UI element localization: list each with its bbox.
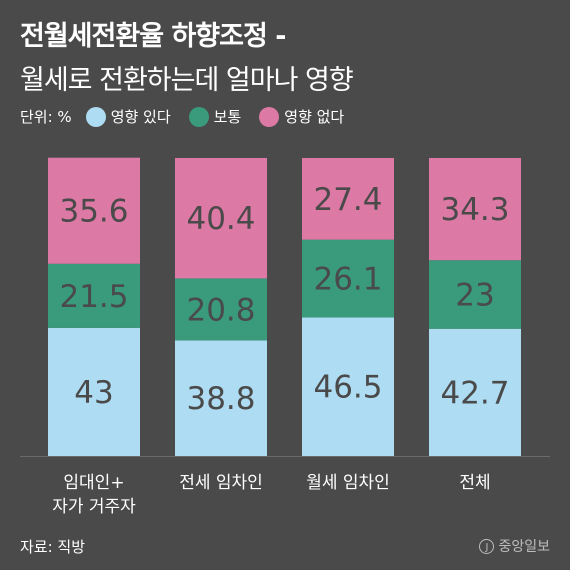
data-label-affected-1: 43 — [74, 375, 113, 411]
bar-segment-affected-1 — [48, 327, 140, 456]
publisher-logo: J 중앙일보 — [479, 536, 550, 556]
chart-title: 전월세전환율 하향조정 - — [20, 21, 286, 52]
chart-subtitle: 월세로 전환하는데 얼마나 영향 — [20, 65, 354, 96]
legend-item-neutral: 보통 — [188, 106, 242, 127]
bar-segment-neutral-1 — [48, 263, 140, 328]
legend-label-neutral: 보통 — [213, 108, 242, 126]
category-label-4: 전체 — [459, 473, 490, 493]
data-label-neutral-3: 26.1 — [313, 262, 382, 298]
legend: 단위: % 영향 있다 보통 영향 없다 — [20, 106, 362, 127]
data-label-neutral-4: 23 — [455, 277, 494, 313]
legend-swatch-affected — [85, 106, 106, 127]
bar-segment-neutral-2 — [175, 278, 267, 341]
bar-segment-not-affected-1 — [48, 157, 140, 264]
data-label-not-affected-4: 34.3 — [440, 192, 509, 228]
bar-segment-neutral-4 — [429, 260, 521, 329]
unit-label: 단위: % — [20, 108, 72, 126]
source-note: 자료: 직방 — [20, 538, 86, 556]
legend-swatch-not-affected — [259, 106, 280, 127]
logo-text: 중앙일보 — [498, 539, 550, 555]
bar-segment-not-affected-2 — [175, 158, 267, 279]
data-label-not-affected-3: 27.4 — [313, 182, 382, 218]
data-label-not-affected-1: 35.6 — [59, 194, 128, 230]
data-label-affected-2: 38.8 — [186, 381, 255, 417]
data-label-neutral-2: 20.8 — [186, 292, 255, 328]
legend-swatch-neutral — [188, 106, 209, 127]
legend-item-affected: 영향 있다 — [85, 106, 171, 127]
category-label-1: 임대인+ 자가 거주자 — [52, 473, 136, 517]
logo-mark-icon: J — [479, 538, 495, 554]
data-label-affected-3: 46.5 — [313, 370, 382, 406]
legend-label-affected: 영향 있다 — [110, 108, 171, 126]
bar-segment-not-affected-4 — [429, 158, 521, 261]
bar-segment-affected-2 — [175, 340, 267, 456]
bar-segment-not-affected-3 — [302, 158, 394, 240]
legend-item-not-affected: 영향 없다 — [259, 106, 344, 127]
data-label-affected-4: 42.7 — [440, 375, 509, 411]
data-label-not-affected-2: 40.4 — [186, 201, 255, 237]
bar-segment-affected-3 — [302, 317, 394, 456]
category-label-3: 월세 임차인 — [306, 473, 390, 493]
legend-label-not-affected: 영향 없다 — [284, 108, 345, 126]
bar-segment-affected-4 — [429, 328, 521, 456]
category-label-2: 전세 임차인 — [179, 473, 263, 493]
bar-segment-neutral-3 — [302, 239, 394, 318]
data-label-neutral-1: 21.5 — [59, 279, 128, 315]
